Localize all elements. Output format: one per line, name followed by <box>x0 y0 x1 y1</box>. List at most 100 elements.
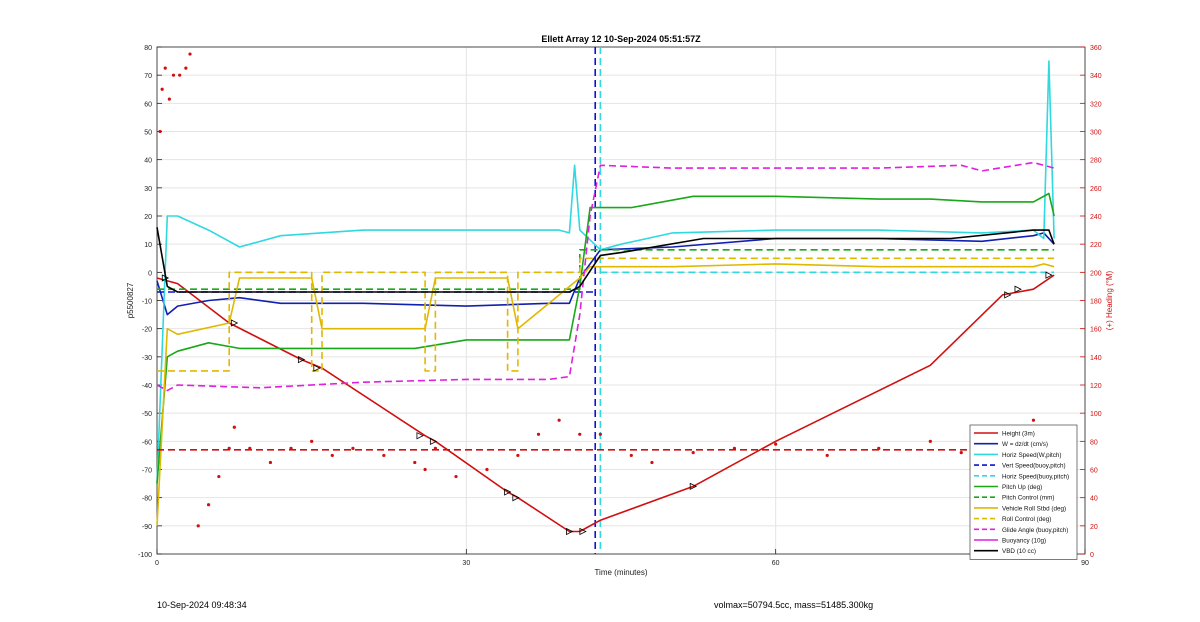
legend-label: VBD (10 cc) <box>1002 548 1036 555</box>
y-right-tick-label: 300 <box>1090 130 1102 137</box>
y-tick-label: 30 <box>144 186 152 193</box>
heading-point <box>959 451 963 455</box>
legend-label: Horiz Speed(buoy,pitch) <box>1002 473 1069 480</box>
y-right-tick-label: 160 <box>1090 327 1102 334</box>
heading-point <box>184 66 188 70</box>
y-right-tick-label: 100 <box>1090 411 1102 418</box>
legend-label: W = dz/dt (cm/s) <box>1002 441 1048 448</box>
legend-label: Height (3m) <box>1002 431 1035 438</box>
volume-mass-footer: volmax=50794.5cc, mass=51485.300kg <box>714 600 874 610</box>
y-tick-label: 0 <box>148 270 152 277</box>
y-tick-label: -90 <box>142 524 152 531</box>
y-tick-label: -50 <box>142 411 152 418</box>
y-tick-label: -80 <box>142 496 152 503</box>
x-tick-label: 0 <box>155 560 159 567</box>
series-line <box>156 161 1055 392</box>
legend-label: Vert Speed(buoy,pitch) <box>1002 463 1066 470</box>
chart-title: Ellett Array 12 10-Sep-2024 05:51:57Z <box>541 34 701 44</box>
y-right-tick-label: 240 <box>1090 214 1102 221</box>
series-line <box>156 192 1055 484</box>
y-tick-label: 60 <box>144 101 152 108</box>
heading-point <box>1031 418 1036 422</box>
heading-point <box>382 453 386 458</box>
y-right-tick-label: 360 <box>1090 45 1102 52</box>
series-line <box>156 227 1055 293</box>
y-right-tick-label: 320 <box>1090 101 1102 108</box>
heading-point <box>774 442 778 446</box>
y-tick-label: 20 <box>144 214 152 221</box>
heading-point <box>516 453 520 458</box>
heading-point <box>485 467 489 472</box>
height-marker <box>230 319 239 327</box>
timestamp-footer: 10-Sep-2024 09:48:34 <box>157 600 247 610</box>
heading-point <box>454 474 458 479</box>
y-tick-label: -60 <box>142 439 152 446</box>
series-line <box>156 232 1055 316</box>
y-tick-label: -40 <box>142 383 152 390</box>
heading-point <box>557 418 561 422</box>
y-right-tick-label: 220 <box>1090 242 1102 249</box>
y-right-tick-label: 20 <box>1090 524 1098 531</box>
series-line <box>157 249 1055 291</box>
height-marker <box>416 432 424 440</box>
y-tick-label: -20 <box>142 327 152 334</box>
heading-point <box>578 432 582 436</box>
x-tick-label: 30 <box>462 560 470 567</box>
height-marker <box>313 364 321 372</box>
series-line <box>157 257 1055 372</box>
y-tick-label: 10 <box>144 242 152 249</box>
heading-point <box>928 439 932 443</box>
height-marker <box>297 356 306 364</box>
series-line <box>156 60 1055 484</box>
y-tick-label: 80 <box>144 45 152 52</box>
y-right-axis-label: (+) Heading (°M) <box>1105 270 1114 330</box>
y-right-tick-label: 340 <box>1090 73 1102 80</box>
y-right-tick-label: 120 <box>1090 383 1102 390</box>
y-right-tick-label: 200 <box>1090 270 1102 277</box>
heading-point <box>413 460 417 465</box>
heading-point <box>650 460 654 465</box>
legend-label: Roll Control (deg) <box>1002 516 1051 523</box>
y-tick-label: -100 <box>138 552 152 559</box>
legend-box <box>969 424 1078 560</box>
x-tick-label: 90 <box>1081 560 1089 567</box>
heading-point <box>178 73 182 77</box>
height-marker <box>1045 271 1053 279</box>
heading-point <box>825 453 829 458</box>
height-marker <box>566 527 574 536</box>
height-marker <box>1004 291 1012 299</box>
height-marker <box>579 527 587 536</box>
legend-label: Horiz Speed(W,pitch) <box>1002 452 1062 459</box>
heading-point <box>158 129 162 134</box>
heading-point <box>351 446 355 450</box>
heading-point <box>310 439 314 443</box>
y-right-tick-label: 0 <box>1090 552 1094 559</box>
y-right-tick-label: 140 <box>1090 355 1102 362</box>
heading-point <box>330 453 334 458</box>
heading-point <box>217 474 221 479</box>
x-axis-label: Time (minutes) <box>594 568 647 577</box>
height-marker <box>504 488 512 496</box>
legend-label: Pitch Up (deg) <box>1002 484 1042 491</box>
height-marker <box>512 494 520 502</box>
height-marker <box>689 482 698 491</box>
y-right-tick-label: 280 <box>1090 158 1102 165</box>
y-right-tick-label: 40 <box>1090 496 1098 503</box>
y-tick-label: 70 <box>144 73 152 80</box>
heading-point <box>423 467 427 472</box>
legend-label: Buoyancy (10g) <box>1002 538 1046 545</box>
y-tick-label: -70 <box>142 468 152 475</box>
heading-point <box>268 460 273 465</box>
y-tick-label: 40 <box>144 158 152 165</box>
heading-point <box>536 432 541 436</box>
heading-point <box>171 73 176 77</box>
heading-point <box>196 524 200 528</box>
height-marker <box>429 437 438 445</box>
y-right-tick-label: 260 <box>1090 186 1102 193</box>
heading-point <box>598 432 602 436</box>
series-line <box>156 274 1055 533</box>
series-line <box>156 263 1055 526</box>
heading-point <box>206 503 211 507</box>
heading-point <box>163 66 167 70</box>
